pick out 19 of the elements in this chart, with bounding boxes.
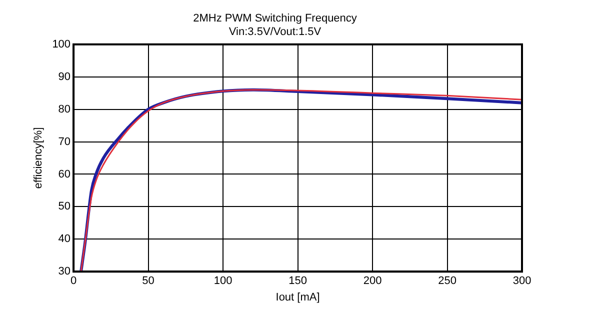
y-tick-label: 50 [58,200,71,213]
y-tick-label: 80 [58,103,71,116]
x-axis-title: Iout [mA] [276,291,320,304]
x-tick-label: 50 [142,275,154,288]
x-tick-label: 200 [363,275,382,288]
chart-title: 2MHz PWM Switching Frequency [193,12,358,25]
y-tick-label: 70 [58,136,71,148]
x-tick-label: 250 [438,275,456,288]
x-tick-label: 300 [512,275,532,288]
y-tick-label: 90 [58,70,71,83]
y-axis-title: efficiency[%] [32,127,45,189]
x-tick-label: 150 [288,275,307,288]
y-tick-label: 100 [52,38,71,50]
y-tick-label: 30 [58,266,71,278]
x-tick-label: 100 [214,275,232,288]
chart-subtitle: Vin:3.5V/Vout:1.5V [228,26,322,38]
y-tick-label: 60 [58,168,71,180]
y-tick-label: 40 [58,233,71,246]
x-tick-label: 0 [70,275,77,288]
